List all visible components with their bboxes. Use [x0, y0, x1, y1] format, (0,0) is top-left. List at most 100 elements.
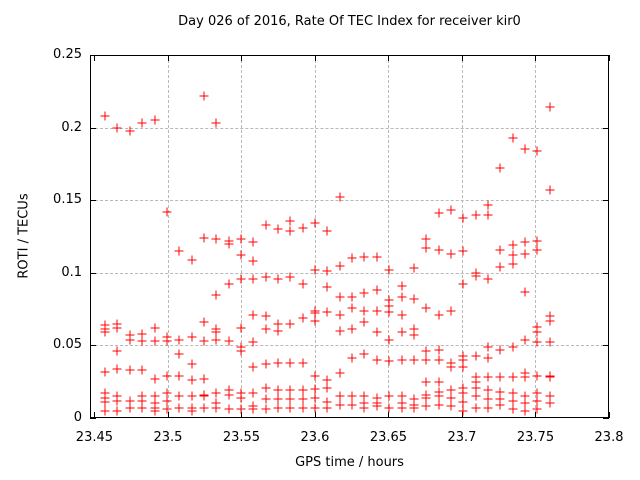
data-point-marker: [409, 403, 419, 413]
data-point-marker: [261, 404, 271, 414]
grid-line-y: [90, 345, 609, 347]
x-tick-mark: [609, 55, 610, 61]
data-point-marker: [187, 255, 197, 265]
y-tick-mark: [603, 200, 609, 202]
data-point-marker: [248, 404, 258, 414]
data-point-marker: [495, 400, 505, 410]
data-point-marker: [434, 377, 444, 387]
data-point-marker: [446, 362, 456, 372]
data-point-marker: [372, 306, 382, 316]
data-point-marker: [458, 383, 468, 392]
data-point-marker: [532, 327, 542, 337]
plot-area: [90, 55, 610, 419]
data-point-marker: [397, 355, 407, 365]
data-point-marker: [298, 358, 308, 368]
data-point-marker: [495, 345, 505, 355]
x-tick-mark: [167, 55, 169, 61]
data-point-marker: [224, 390, 234, 400]
x-tick-mark: [241, 55, 243, 61]
data-point-marker: [285, 272, 295, 282]
data-point-marker: [322, 397, 332, 407]
data-point-marker: [384, 335, 394, 345]
y-tick-label: 0.15: [53, 192, 82, 208]
data-point-marker: [162, 207, 172, 217]
y-tick-mark: [603, 418, 609, 419]
data-point-marker: [298, 279, 308, 289]
data-point-marker: [298, 403, 308, 413]
data-point-marker: [285, 216, 295, 226]
data-point-marker: [421, 303, 431, 313]
data-point-marker: [187, 359, 197, 369]
data-point-marker: [532, 146, 542, 156]
data-point-marker: [483, 385, 493, 395]
data-point-marker: [322, 226, 332, 236]
data-point-marker: [248, 362, 258, 372]
x-tick-mark: [167, 412, 169, 418]
data-point-marker: [495, 163, 505, 173]
x-tick-mark: [535, 55, 537, 61]
data-point-marker: [335, 400, 345, 410]
data-point-marker: [261, 272, 271, 282]
x-tick-mark: [609, 412, 610, 418]
data-point-marker: [285, 385, 295, 395]
y-tick-label: 0.25: [53, 47, 82, 62]
data-point-marker: [248, 388, 258, 398]
data-point-marker: [174, 391, 184, 401]
data-point-marker: [199, 233, 209, 243]
data-point-marker: [162, 404, 172, 414]
data-point-marker: [483, 353, 493, 363]
data-point-marker: [397, 391, 407, 401]
data-point-marker: [359, 317, 369, 327]
data-point-marker: [261, 383, 271, 392]
data-point-marker: [372, 355, 382, 365]
data-point-marker: [322, 383, 332, 392]
data-point-marker: [310, 384, 320, 394]
data-point-marker: [112, 323, 122, 333]
x-tick-label: 23.8: [594, 430, 624, 445]
data-point-marker: [273, 319, 283, 329]
grid-line-x: [314, 55, 316, 418]
data-point-marker: [520, 237, 530, 247]
data-point-marker: [285, 394, 295, 404]
data-point-marker: [174, 371, 184, 381]
data-point-marker: [397, 403, 407, 413]
grid-line-x: [388, 55, 390, 418]
data-point-marker: [545, 391, 555, 401]
data-point-marker: [248, 256, 258, 266]
data-point-marker: [495, 245, 505, 255]
data-point-marker: [298, 223, 308, 233]
data-point-marker: [236, 234, 246, 244]
data-point-marker: [150, 115, 160, 125]
data-point-marker: [174, 349, 184, 359]
data-point-marker: [434, 345, 444, 355]
grid-line-x: [461, 55, 463, 418]
x-tick-mark: [388, 55, 390, 61]
data-point-marker: [347, 324, 357, 334]
data-point-marker: [520, 144, 530, 154]
data-point-marker: [211, 335, 221, 345]
data-point-marker: [261, 311, 271, 321]
y-tick-label: 0.1: [61, 264, 82, 280]
x-tick-label: 23.75: [516, 430, 555, 445]
data-point-marker: [236, 404, 246, 414]
data-point-marker: [199, 391, 209, 401]
data-point-marker: [199, 403, 209, 413]
data-point-marker: [532, 337, 542, 347]
data-point-marker: [446, 306, 456, 316]
grid-line-x: [535, 55, 537, 418]
data-point-marker: [137, 365, 147, 375]
x-tick-mark: [535, 412, 537, 418]
data-point-marker: [236, 323, 246, 333]
data-point-marker: [409, 330, 419, 340]
data-point-marker: [335, 310, 345, 320]
x-tick-mark: [314, 412, 316, 418]
data-point-marker: [508, 342, 518, 352]
x-tick-label: 23.45: [75, 430, 114, 445]
data-point-marker: [174, 335, 184, 345]
data-point-marker: [298, 394, 308, 404]
data-point-marker: [224, 336, 234, 346]
data-point-marker: [372, 393, 382, 403]
y-tick-label: 0.2: [61, 119, 82, 135]
data-point-marker: [434, 355, 444, 365]
